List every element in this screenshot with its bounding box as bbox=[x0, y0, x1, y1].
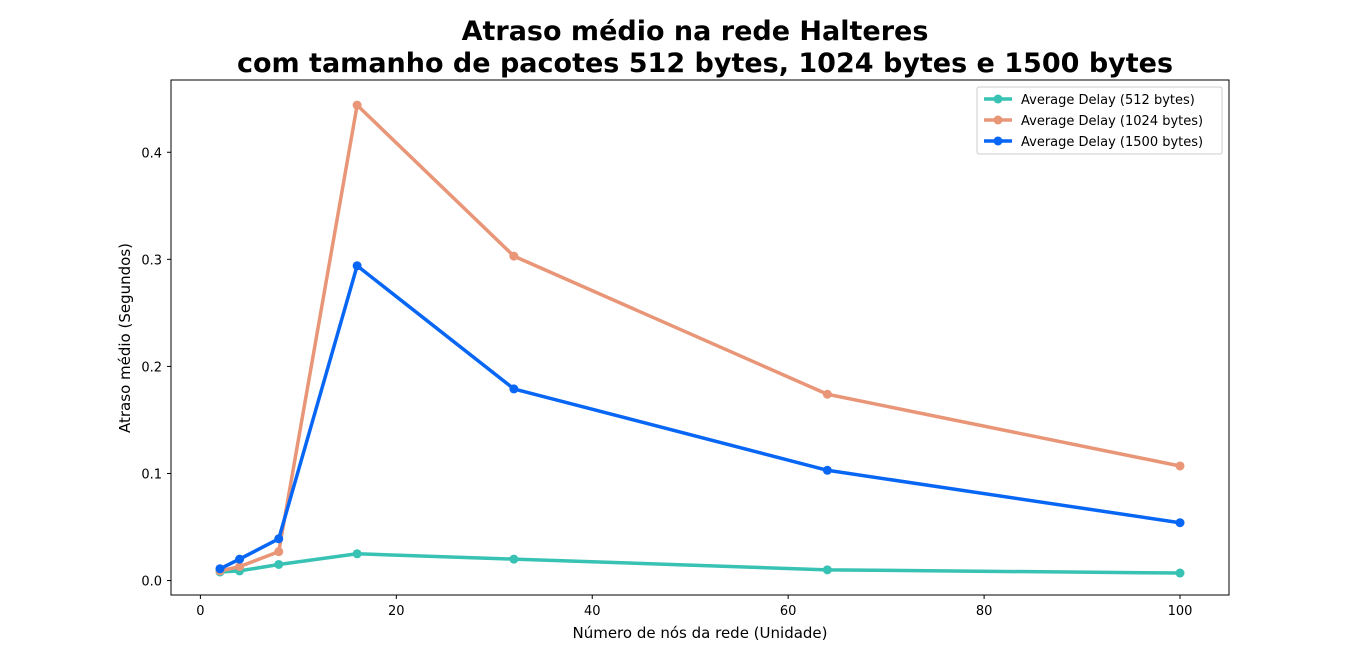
y-axis-label: Atraso médio (Segundos) bbox=[116, 243, 134, 433]
y-tick-label: 0.3 bbox=[141, 253, 162, 268]
x-tick-label: 20 bbox=[388, 604, 405, 619]
x-tick-label: 100 bbox=[1168, 604, 1193, 619]
chart-title-line2: com tamanho de pacotes 512 bytes, 1024 b… bbox=[237, 48, 1173, 79]
data-point bbox=[215, 564, 225, 574]
data-point bbox=[509, 251, 519, 261]
chart-title-line1: Atraso médio na rede Halteres bbox=[462, 16, 929, 47]
data-point bbox=[509, 554, 519, 564]
series-3 bbox=[215, 261, 1185, 574]
data-point bbox=[509, 384, 519, 394]
y-tick-label: 0.1 bbox=[141, 467, 162, 482]
data-point bbox=[274, 547, 284, 557]
data-point bbox=[352, 549, 362, 559]
legend: Average Delay (512 bytes) Average Delay (… bbox=[976, 86, 1223, 155]
legend-label: Average Delay (1500 bytes) bbox=[1021, 135, 1203, 150]
legend-marker bbox=[993, 115, 1003, 125]
legend-label: Average Delay (512 bytes) bbox=[1021, 93, 1195, 108]
y-tick-label: 0.0 bbox=[141, 575, 162, 590]
x-tick-label: 0 bbox=[196, 604, 204, 619]
data-point bbox=[352, 261, 362, 271]
legend-label: Average Delay (1024 bytes) bbox=[1021, 114, 1203, 129]
series-layer bbox=[215, 100, 1185, 578]
data-point bbox=[235, 554, 245, 564]
x-tick-label: 60 bbox=[780, 604, 797, 619]
data-point bbox=[1175, 518, 1185, 528]
data-point bbox=[274, 534, 284, 544]
y-tick-label: 0.2 bbox=[141, 360, 162, 375]
legend-marker bbox=[993, 136, 1003, 146]
x-axis-label: Número de nós da rede (Unidade) bbox=[572, 624, 827, 642]
y-tick-label: 0.4 bbox=[141, 146, 162, 161]
legend-frame bbox=[976, 86, 1223, 155]
data-point bbox=[1175, 461, 1185, 471]
data-point bbox=[352, 100, 362, 110]
x-tick-label: 40 bbox=[584, 604, 601, 619]
legend-marker bbox=[993, 94, 1003, 104]
x-tick-label: 80 bbox=[976, 604, 993, 619]
x-axis-ticks: 0 20 40 60 80 100 bbox=[196, 595, 1192, 619]
data-point bbox=[822, 565, 832, 575]
data-point bbox=[822, 389, 832, 399]
data-point bbox=[274, 559, 284, 569]
data-point bbox=[235, 562, 245, 572]
y-axis-ticks: 0.0 0.1 0.2 0.3 0.4 bbox=[141, 146, 171, 590]
data-point bbox=[822, 465, 832, 475]
data-point bbox=[1175, 568, 1185, 578]
